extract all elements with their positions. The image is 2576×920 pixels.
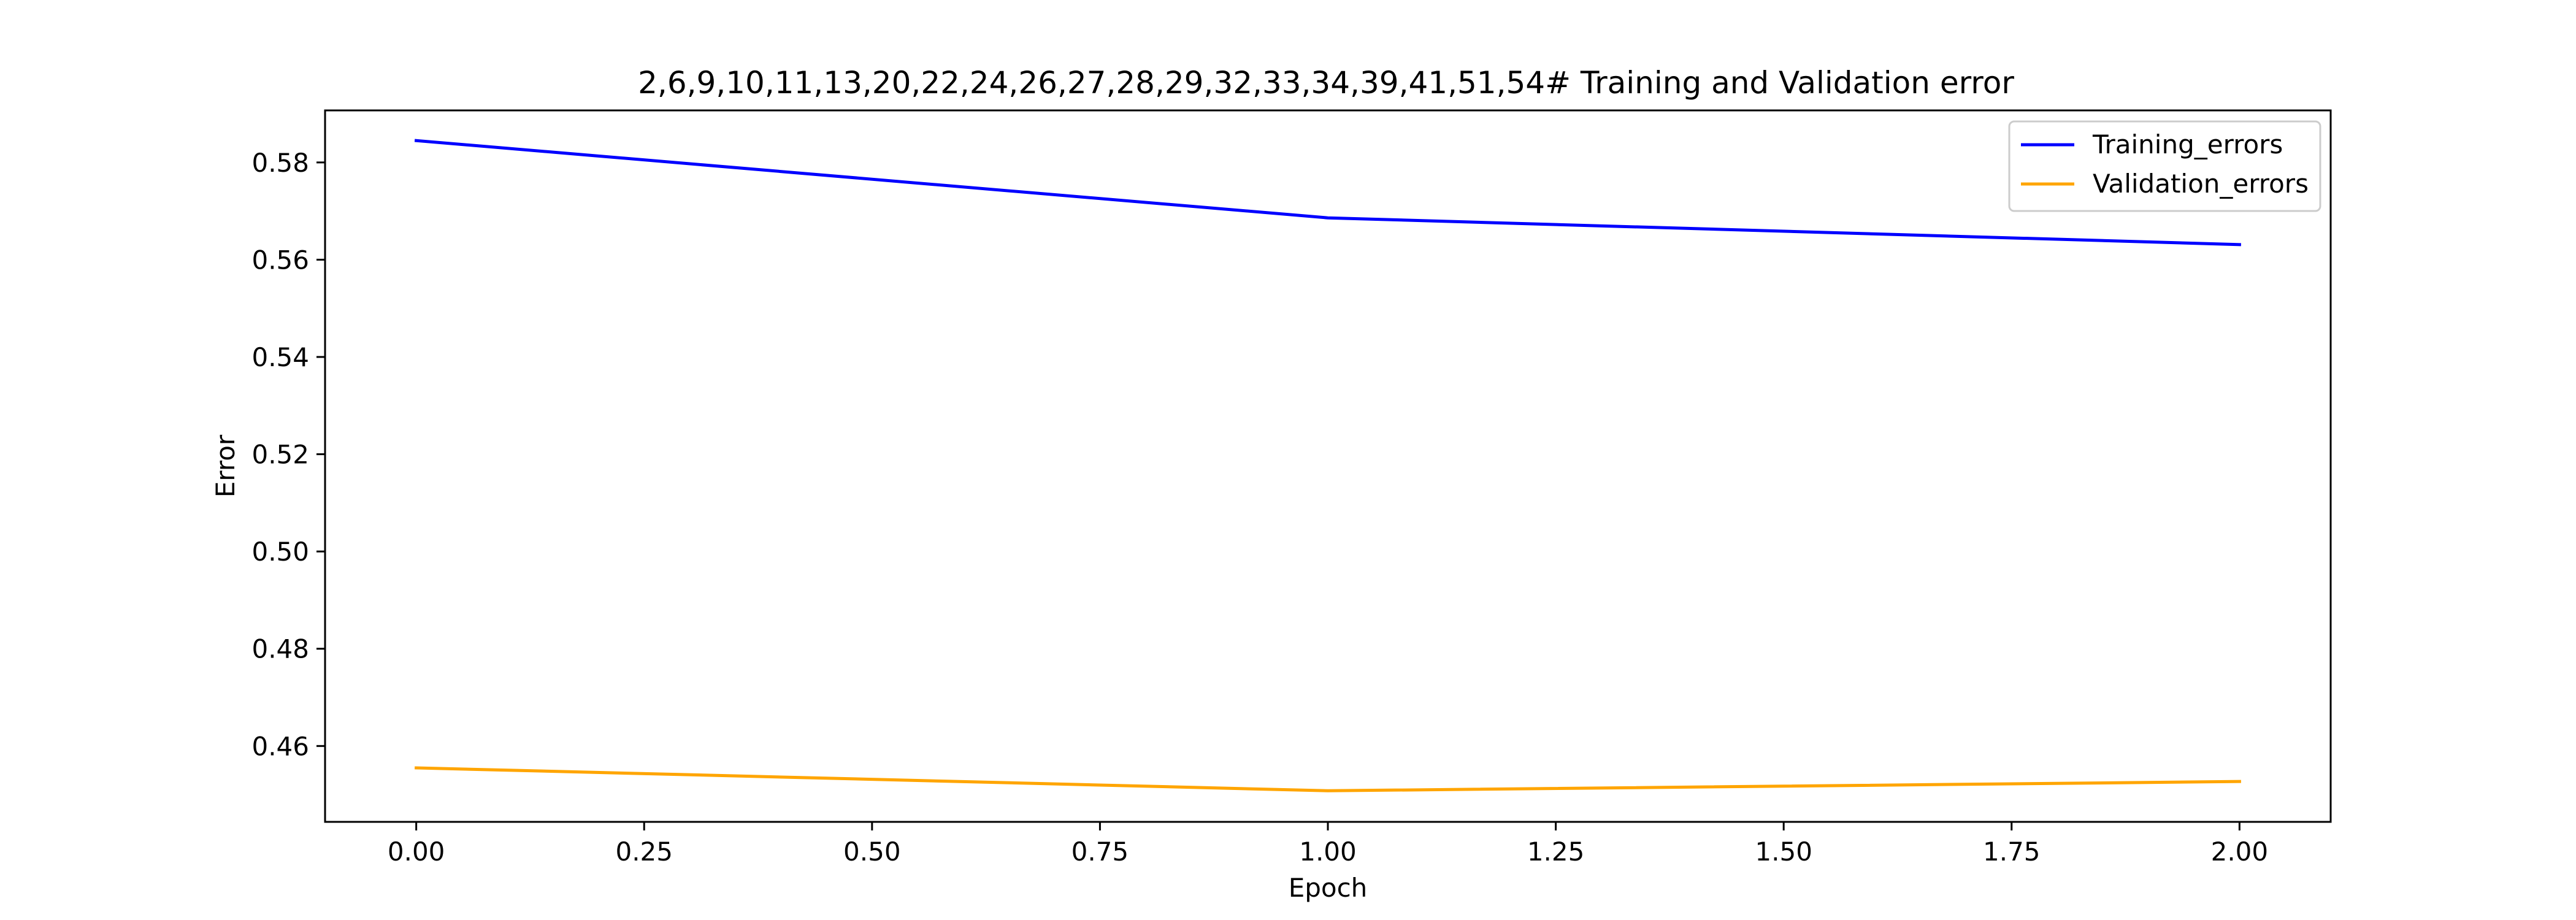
x-tick-label: 1.00	[1299, 837, 1357, 867]
y-axis-title: Error	[210, 434, 240, 497]
y-tick-label: 0.58	[251, 148, 309, 178]
legend: Training_errors Validation_errors	[2008, 120, 2321, 212]
x-tick-label: 1.75	[1983, 837, 2041, 867]
series-line-training-errors	[414, 139, 2241, 247]
y-tick-label: 0.52	[251, 440, 309, 470]
x-tick-label: 1.50	[1755, 837, 1812, 867]
y-tick-label: 0.54	[251, 342, 309, 372]
series-line-validation-errors	[415, 766, 2241, 792]
legend-label-training-errors: Training_errors	[2092, 129, 2283, 159]
y-axis: 0.46 0.48 0.50 0.52 0.54 0.56 0.58	[251, 148, 325, 761]
y-tick-label: 0.48	[251, 634, 309, 664]
y-tick-label: 0.56	[251, 245, 309, 275]
x-axis-title: Epoch	[1289, 873, 1368, 903]
plot-lines	[414, 139, 2241, 792]
x-tick-label: 2.00	[2211, 837, 2269, 867]
x-tick-label: 0.50	[843, 837, 901, 867]
x-tick-label: 1.25	[1527, 837, 1585, 867]
chart-title: 2,6,9,10,11,13,20,22,24,26,27,28,29,32,3…	[638, 65, 2014, 101]
legend-label-validation-errors: Validation_errors	[2093, 169, 2309, 199]
x-tick-label: 0.25	[615, 837, 673, 867]
legend-frame	[2008, 120, 2321, 212]
x-axis: 0.00 0.25 0.50 0.75 1.00 1.25 1.50 1.75 2.00	[388, 822, 2268, 867]
x-tick-label: 0.75	[1071, 837, 1129, 867]
x-tick-label: 0.00	[388, 837, 445, 867]
y-tick-label: 0.46	[251, 731, 309, 761]
y-tick-label: 0.50	[251, 537, 309, 567]
